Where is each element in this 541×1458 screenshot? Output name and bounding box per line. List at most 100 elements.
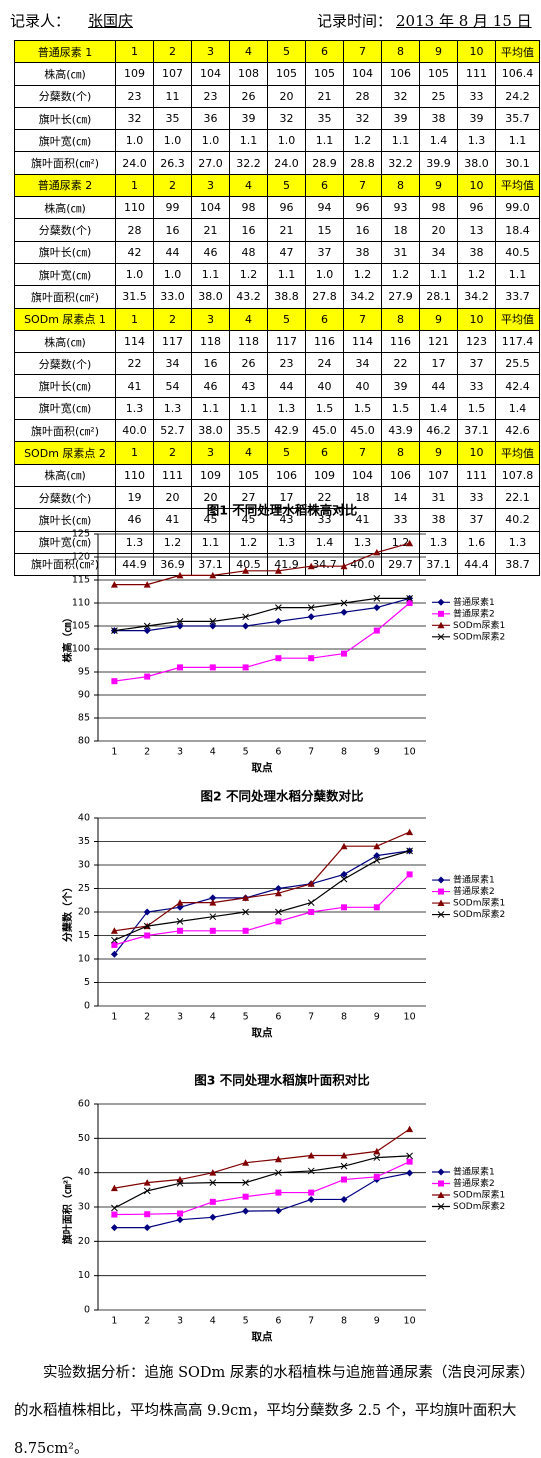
table-cell: 1.2 <box>229 530 268 554</box>
charts: 图1 不同处理水稻株高对比808590951001051101151201251… <box>61 503 505 1344</box>
legend-label: SODm尿素1 <box>453 1188 505 1200</box>
table-cell: 107 <box>419 463 458 487</box>
marker <box>307 562 315 570</box>
marker <box>176 918 184 925</box>
legend-marker <box>437 621 445 629</box>
marker <box>340 1152 348 1159</box>
column-header: 10 <box>457 441 496 465</box>
column-header: 3 <box>191 441 230 465</box>
x-tick-label: 10 <box>404 1316 416 1327</box>
marker <box>340 875 348 883</box>
y-axis-label: 分蘖数（个） <box>61 882 74 942</box>
marker <box>177 664 183 671</box>
table-cell: 40.2 <box>495 508 540 532</box>
marker <box>143 581 151 588</box>
marker <box>275 1169 282 1177</box>
table-cell: 1.6 <box>457 530 496 554</box>
marker <box>274 567 282 574</box>
table-cell: 38.7 <box>495 552 540 577</box>
x-tick-label: 10 <box>404 747 416 758</box>
table-cell: 117 <box>267 329 306 354</box>
table-cell: 104 <box>191 62 230 86</box>
y-tick-label: 40 <box>78 813 90 824</box>
marker <box>373 604 381 612</box>
row-label: 旗叶面积(㎝²) <box>14 419 116 443</box>
column-header: 8 <box>381 307 420 331</box>
x-tick-label: 8 <box>341 1316 347 1327</box>
table-row: 株高(㎝) 114 117 118 118 117 116 114 116 121 123 117.4 <box>14 329 540 354</box>
marker <box>242 927 249 934</box>
table-cell: 1.4 <box>495 396 540 421</box>
y-tick-label: 110 <box>72 598 90 609</box>
y-tick-label: 50 <box>78 1133 90 1144</box>
legend-label: SODm尿素2 <box>453 630 505 642</box>
x-tick-label: 6 <box>275 1012 281 1023</box>
marker <box>307 899 315 906</box>
table-cell: 111 <box>457 62 496 86</box>
x-tick-label: 3 <box>177 1012 183 1023</box>
column-header: 6 <box>305 173 344 198</box>
y-tick-label: 90 <box>78 690 90 701</box>
y-tick-label: 100 <box>72 644 90 655</box>
y-tick-label: 80 <box>78 736 90 747</box>
legend-label: SODm尿素2 <box>453 908 505 920</box>
table-cell: 28 <box>115 218 154 242</box>
table-cell: 39 <box>229 106 268 131</box>
x-axis-label: 取点 <box>252 1330 273 1343</box>
marker <box>177 1210 183 1217</box>
marker <box>308 655 315 662</box>
marker <box>110 927 118 934</box>
marker <box>373 1173 380 1180</box>
marker <box>373 842 381 850</box>
table-cell: 22 <box>381 352 420 376</box>
table-cell: 46 <box>115 508 154 532</box>
marker <box>275 908 282 916</box>
column-header: 6 <box>305 307 344 331</box>
marker <box>144 1211 151 1218</box>
table-cell: 33.0 <box>153 285 192 309</box>
marker <box>209 1179 217 1186</box>
marker <box>143 627 151 635</box>
row-label: 旗叶长(㎝) <box>14 508 116 532</box>
table-cell: 24 <box>305 352 344 376</box>
marker <box>340 1162 348 1170</box>
table-cell: 99 <box>153 196 192 220</box>
legend-marker <box>438 610 444 617</box>
marker <box>111 936 118 944</box>
series-line <box>114 831 410 932</box>
row-label: 分蘖数(个) <box>14 218 116 242</box>
x-tick-label: 7 <box>308 1316 314 1327</box>
x-tick-label: 4 <box>210 1316 216 1327</box>
marker <box>110 1184 118 1192</box>
marker <box>176 571 184 579</box>
table-cell: 32.2 <box>229 151 268 175</box>
column-header: 1 <box>115 39 154 64</box>
marker <box>406 828 414 836</box>
marker <box>242 567 250 574</box>
table-cell: 24.2 <box>495 84 540 108</box>
x-tick-label: 5 <box>243 1012 249 1023</box>
legend-label: 普通尿素2 <box>453 1177 495 1189</box>
chart-title: 图1 不同处理水稻株高对比 <box>207 503 358 518</box>
marker <box>242 613 249 621</box>
table-cell: 1.2 <box>229 262 268 287</box>
marker <box>340 842 348 850</box>
marker <box>242 1207 250 1215</box>
table-row: 株高(㎝) 110 99 104 98 96 94 96 93 98 96 99.0 <box>14 196 540 220</box>
x-tick-label: 2 <box>144 747 150 758</box>
row-label: 旗叶宽(㎝) <box>14 530 116 554</box>
legend-marker <box>437 899 445 907</box>
table-cell: 19 <box>115 485 154 510</box>
marker <box>209 664 216 671</box>
marker <box>340 608 348 616</box>
marker <box>242 622 250 630</box>
table-cell: 110 <box>115 196 154 220</box>
table-cell: 94 <box>305 196 344 220</box>
table-cell: 1.1 <box>191 262 230 287</box>
table-cell: 30.1 <box>495 151 540 175</box>
column-header: 平均值 <box>495 39 540 64</box>
marker <box>340 1195 348 1203</box>
record-time: 2013 年 8 月 15 日 <box>396 12 532 30</box>
marker <box>242 1179 249 1186</box>
table-cell: 1.0 <box>267 129 306 153</box>
